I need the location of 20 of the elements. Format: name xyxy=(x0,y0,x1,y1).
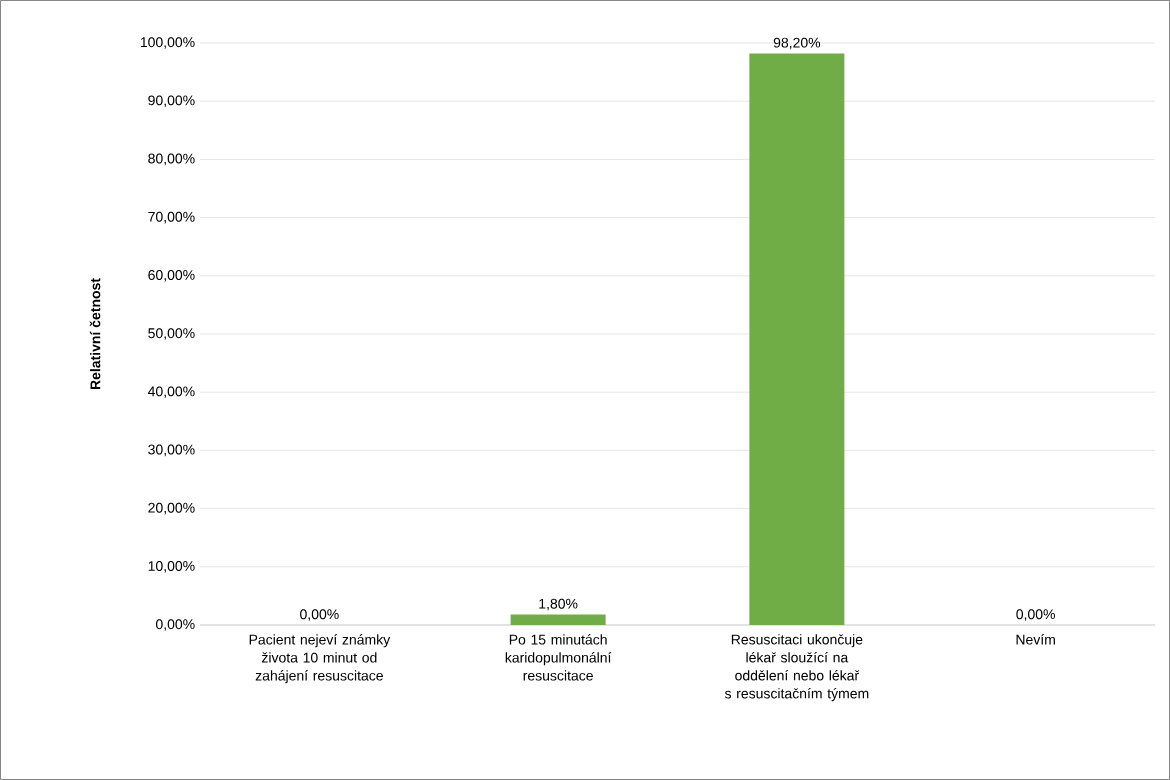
data-label: 98,20% xyxy=(773,37,821,50)
y-tick-label: 0,00% xyxy=(155,619,195,631)
data-label: 0,00% xyxy=(1016,609,1055,621)
x-tick-label: Nevím xyxy=(1016,634,1055,645)
x-tick-label: Po 15 minutách karidopulmonální resuscitace xyxy=(505,634,612,681)
x-tick-label: Resuscitaci ukončuje lékař sloužící na oddělení nebo lékař s resuscitačním týmem xyxy=(724,634,869,702)
y-tick-label: 10,00% xyxy=(148,561,195,573)
y-tick-label: 30,00% xyxy=(148,444,195,457)
y-tick-label: 20,00% xyxy=(148,502,195,515)
y-axis-title: Relativní četnost xyxy=(89,278,101,390)
y-tick-label: 80,00% xyxy=(148,153,195,166)
x-tick-label: Pacient nejeví známky života 10 minut od zahájení resuscitace xyxy=(249,634,391,684)
data-label: 1,80% xyxy=(539,598,578,611)
y-tick-label: 100,00% xyxy=(140,37,195,49)
y-tick-label: 60,00% xyxy=(148,270,195,282)
y-tick-label: 50,00% xyxy=(148,328,195,340)
y-tick-label: 40,00% xyxy=(147,386,195,398)
y-tick-label: 90,00% xyxy=(148,95,195,107)
data-label: 0,00% xyxy=(300,609,339,621)
y-tick-label: 70,00% xyxy=(148,211,195,224)
